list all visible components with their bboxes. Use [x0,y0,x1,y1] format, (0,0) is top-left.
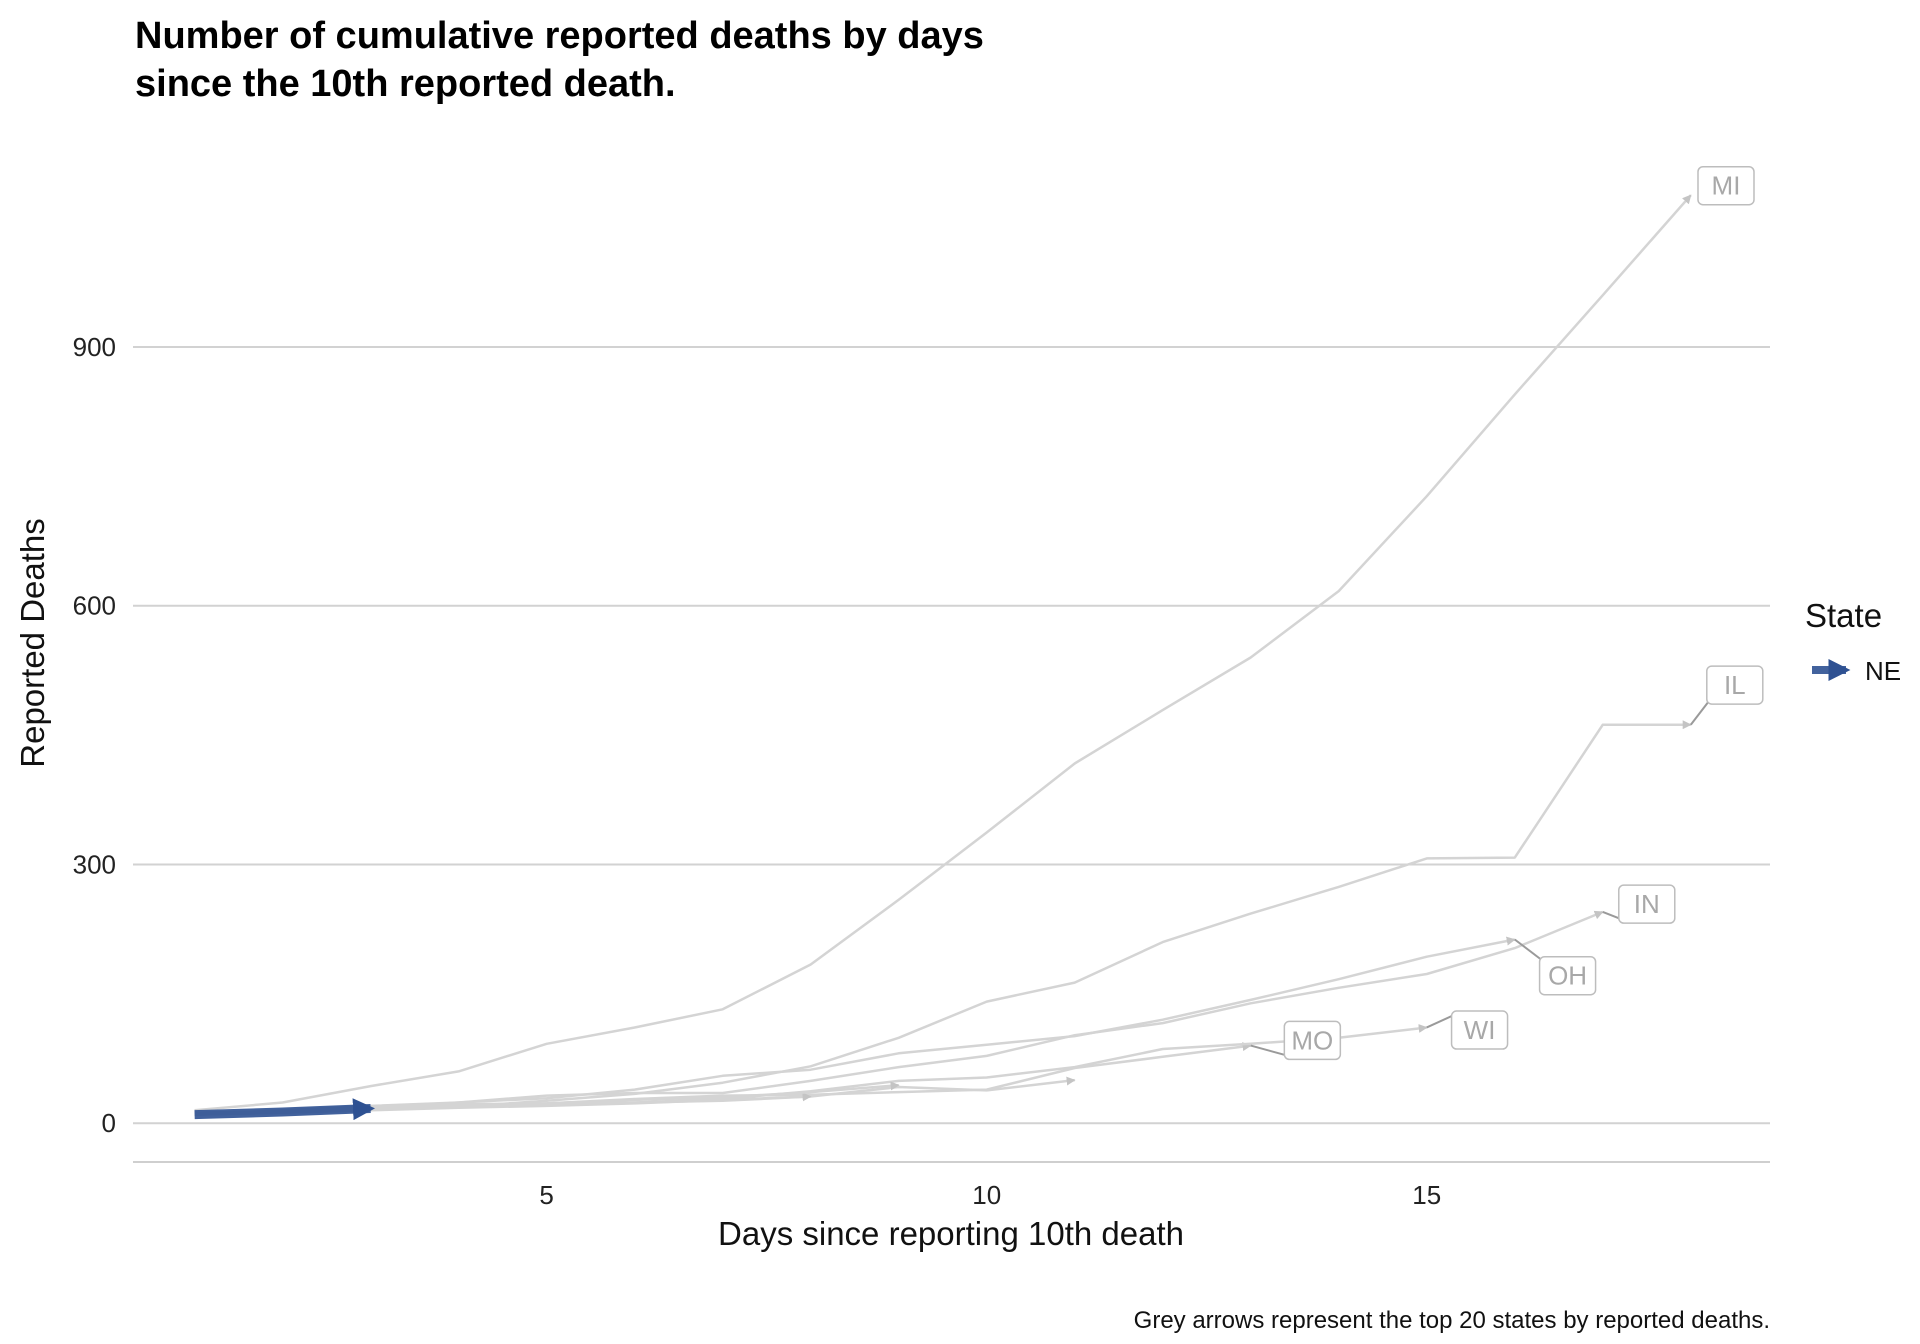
y-tick-label: 0 [102,1108,116,1138]
series-line-in [194,910,1604,1115]
series-line-wi [194,1023,1428,1116]
y-tick-label: 600 [73,591,116,621]
state-label-wi: WI [1426,1010,1509,1050]
x-tick-label: 5 [539,1180,553,1210]
highlight-layer [194,1098,375,1121]
chart-title: Number of cumulative reported deaths by … [135,15,984,57]
chart-caption: Grey arrows represent the top 20 states … [1134,1307,1770,1334]
x-tick-label: 15 [1412,1180,1441,1210]
state-label-text: WI [1464,1015,1496,1045]
state-label-box [1538,955,1597,996]
state-label-box [1283,1020,1342,1061]
label-leader [1426,1013,1455,1029]
y-tick-label: 300 [73,849,116,879]
state-label-text: IL [1724,670,1746,700]
state-label-box [1697,165,1755,206]
series-line-mo [194,1042,1252,1115]
y-axis-title: Reported Deaths [14,518,51,767]
label-leader [1514,938,1543,962]
state-label-il: IL [1689,665,1764,726]
label-leader [1250,1044,1288,1057]
legend-label-ne: NE [1865,656,1901,686]
series-line-oh [194,936,1516,1116]
x-tick-label: 10 [972,1180,1001,1210]
legend-title: State [1805,597,1882,634]
state-label-mo: MO [1250,1020,1342,1061]
series-line-mi [194,194,1692,1112]
state-label-mi: MI [1697,165,1755,206]
state-label-in: IN [1602,884,1676,924]
y-tick-label: 900 [73,332,116,362]
state-label-text: MI [1712,171,1741,201]
state-label-oh: OH [1514,938,1597,996]
state-label-text: OH [1548,961,1587,991]
series-line-il [194,720,1692,1116]
chart-title-line2: since the 10th reported death. [135,63,676,105]
label-leader [1689,699,1711,726]
x-tick-labels: 5 10 15 [539,1180,1441,1210]
state-label-box [1618,884,1676,924]
series-line-ne [194,1098,375,1121]
state-label-text: MO [1291,1025,1333,1055]
gridlines [133,345,1770,1125]
series-layer [194,194,1692,1116]
state-labels: MI IL IN OH MO WI [1250,165,1764,1061]
state-label-box [1450,1010,1509,1050]
y-tick-labels: 0 300 600 900 [73,332,116,1138]
state-label-text: IN [1634,889,1660,919]
legend: State NE [1805,597,1901,686]
x-axis-title: Days since reporting 10th death [718,1215,1184,1252]
state-label-box [1706,665,1764,705]
